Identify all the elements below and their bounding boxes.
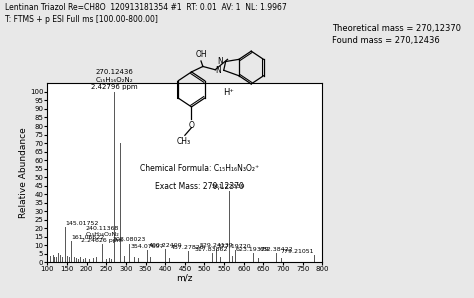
Text: OH: OH [195,50,207,59]
X-axis label: m/z: m/z [177,274,193,283]
Text: 240.11368
C₁₅H₁₆O₂N₂
2.24626 ppm: 240.11368 C₁₅H₁₆O₂N₂ 2.24626 ppm [82,226,123,243]
Text: 308.08023: 308.08023 [112,237,146,242]
Text: O: O [189,121,194,130]
Text: Lentinan Triazol Re=CH8O  120913181354 #1  RT: 0.01  AV: 1  NL: 1.9967: Lentinan Triazol Re=CH8O 120913181354 #1… [5,3,286,12]
Text: 161.06622: 161.06622 [72,235,105,240]
Text: Chemical Formula: C₁₅H₁₆N₃O₂⁺: Chemical Formula: C₁₅H₁₆N₃O₂⁺ [139,164,259,173]
Text: N: N [217,57,223,66]
Text: Theoretical mass = 270,12370
Found mass = 270,12436: Theoretical mass = 270,12370 Found mass … [332,24,461,45]
Text: 682.38422: 682.38422 [259,246,293,252]
Text: 577.19720: 577.19720 [218,244,252,249]
Text: N: N [215,66,221,75]
Text: 270.12436
C₁₅H₁₆O₂N₂
2.42796 ppm: 270.12436 C₁₅H₁₆O₂N₂ 2.42796 ppm [91,69,137,90]
Text: 623.19379: 623.19379 [236,246,270,252]
Text: H⁺: H⁺ [223,88,234,97]
Text: Exact Mass: 270,12370: Exact Mass: 270,12370 [155,182,244,191]
Text: 529.24139: 529.24139 [199,243,233,248]
Text: 457.27826: 457.27826 [171,245,204,250]
Y-axis label: Relative Abundance: Relative Abundance [19,128,28,218]
Text: 354.07697: 354.07697 [130,244,164,249]
Text: 145.01752: 145.01752 [65,221,99,226]
Text: CH₃: CH₃ [177,137,191,147]
Text: 779.21051: 779.21051 [281,249,314,254]
Text: 561.22339: 561.22339 [212,184,246,189]
Text: 517.83862: 517.83862 [195,246,228,252]
Text: 400.22400: 400.22400 [148,243,182,248]
Text: T: FTMS + p ESI Full ms [100.00-800.00]: T: FTMS + p ESI Full ms [100.00-800.00] [5,15,158,24]
